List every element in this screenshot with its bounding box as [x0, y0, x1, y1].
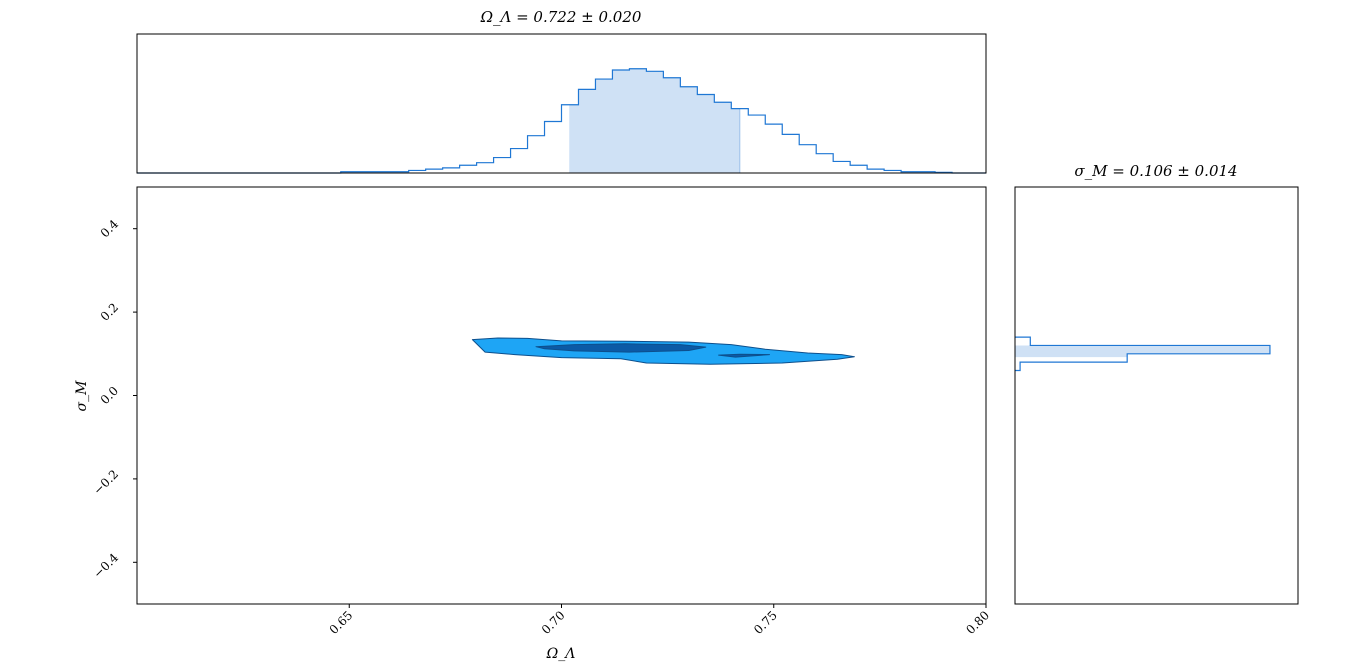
y-axis-label: σ_M — [74, 380, 90, 412]
histogram-step-line — [137, 68, 986, 174]
x-tick-label: 0.65 — [327, 608, 356, 637]
marginal-top-title: Ω_Λ = 0.722 ± 0.020 — [480, 8, 642, 26]
marginal-top-panel: Ω_Λ = 0.722 ± 0.020 — [136, 8, 987, 174]
marginal-top-frame — [136, 33, 987, 174]
contour-inner-2 — [718, 353, 770, 358]
joint-contours — [471, 337, 855, 365]
marginal-right-title: σ_M = 0.106 ± 0.014 — [1074, 162, 1237, 180]
x-axis-label: Ω_Λ — [546, 646, 576, 662]
histogram-step-line — [1015, 336, 1271, 372]
y-tick-label: 0.2 — [98, 300, 121, 323]
marginal-right-panel: σ_M = 0.106 ± 0.014 — [1014, 162, 1299, 605]
contour-inner-1 — [535, 343, 707, 353]
marginal-top-histogram — [137, 68, 986, 174]
y-tick-label: 0.4 — [98, 217, 122, 241]
marginal-right-frame — [1014, 186, 1299, 605]
y-tick-label: −0.4 — [91, 550, 122, 581]
joint-frame — [136, 186, 987, 605]
marginal-right-histogram — [1015, 336, 1271, 372]
x-tick-label: 0.80 — [963, 608, 992, 637]
joint-x-axis: 0.65 0.70 0.75 0.80 — [327, 604, 992, 637]
x-tick-label: 0.70 — [539, 608, 568, 637]
credible-interval-shade — [1015, 345, 1270, 358]
x-tick-label: 0.75 — [751, 608, 780, 637]
joint-panel: 0.65 0.70 0.75 0.80 0.4 0.2 0.0 −0.2 −0.4 Ω_Λ σ… — [74, 186, 992, 662]
y-tick-label: −0.2 — [91, 467, 122, 498]
y-tick-label: 0.0 — [98, 384, 121, 407]
joint-y-axis: 0.4 0.2 0.0 −0.2 −0.4 — [91, 217, 137, 581]
